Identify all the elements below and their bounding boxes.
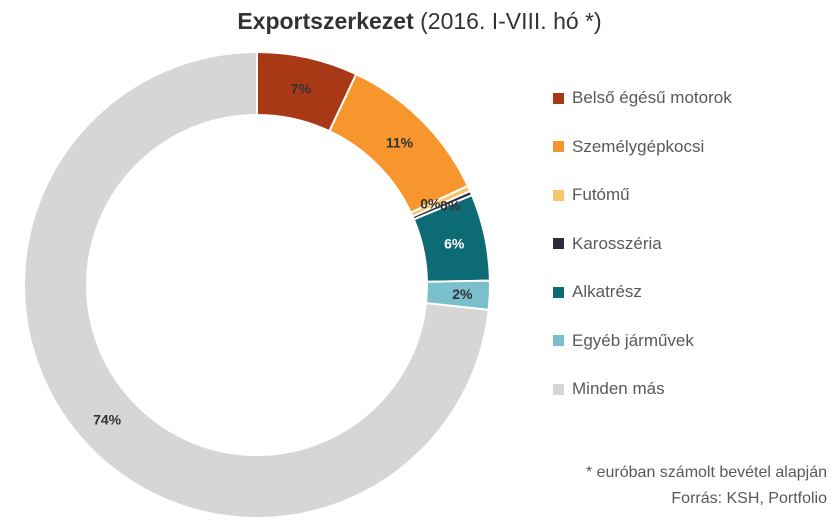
legend-label: Karosszéria — [572, 233, 662, 253]
legend-label: Alkatrész — [572, 282, 642, 301]
slice-label-4: 0% — [440, 198, 461, 214]
chart-title-main: Exportszerkezet — [237, 8, 414, 34]
legend-label: Egyéb járművek — [572, 330, 694, 350]
chart-legend: Belső égésű motorok Személygépkocsi Futómű… — [553, 86, 732, 426]
legend-swatch — [553, 92, 564, 104]
legend-label: Futómű — [572, 185, 630, 204]
legend-item: Egyéb járművek — [553, 329, 732, 353]
footnote-note: * euróban számolt bevétel alapján — [585, 464, 827, 481]
legend-item: Alkatrész — [553, 280, 732, 304]
legend-swatch — [553, 189, 564, 201]
legend-label: Minden más — [572, 379, 665, 398]
slice-label-3: 0% — [420, 196, 441, 212]
slice-label-5: 6% — [444, 236, 465, 252]
slice-label-2: 11% — [386, 135, 414, 151]
legend-item: Minden más — [553, 377, 732, 401]
donut-slice-7 — [23, 50, 490, 519]
legend-item: Futómű — [553, 183, 732, 207]
legend-label: Belső égésű motorok — [572, 88, 732, 107]
slice-label-7: 74% — [93, 412, 122, 428]
legend-label: Személygépkocsi — [572, 136, 705, 156]
legend-swatch — [553, 238, 564, 249]
footnote-source: Forrás: KSH, Portfolio — [671, 490, 827, 507]
slice-label-6: 2% — [452, 286, 473, 302]
legend-item: Személygépkocsi — [553, 135, 732, 159]
chart-subtitle: (2016. I-VIII. hó *) — [420, 8, 602, 34]
slice-label-1: 7% — [291, 80, 312, 96]
legend-swatch — [553, 383, 564, 395]
legend-item: Belső égésű motorok — [553, 86, 732, 110]
footnote: * euróban számolt bevétel alapján Forrás… — [586, 460, 827, 512]
legend-swatch — [553, 286, 564, 298]
legend-item: Karosszéria — [553, 232, 732, 256]
legend-swatch — [553, 335, 564, 346]
legend-swatch — [553, 141, 564, 152]
chart-title: Exportszerkezet (2016. I-VIII. hó *) — [0, 8, 839, 35]
